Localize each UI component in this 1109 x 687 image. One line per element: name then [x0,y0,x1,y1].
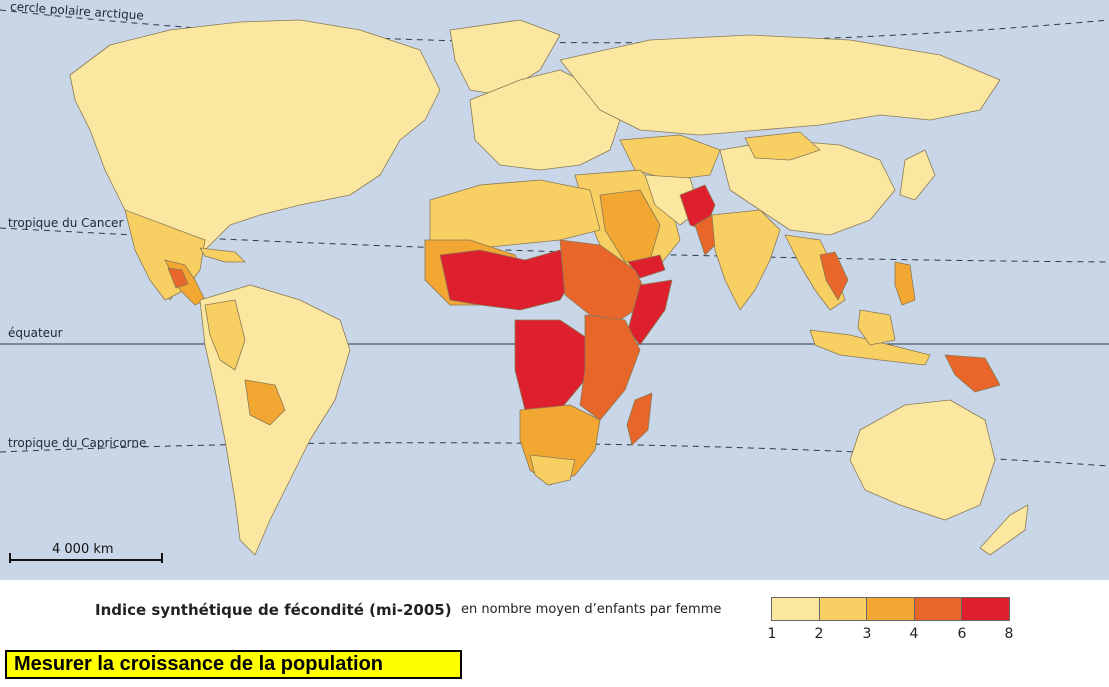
china [719,139,896,236]
russia [559,34,1001,136]
philippines [894,261,916,306]
legend-tick: 4 [909,626,919,642]
southeast-asia [784,234,846,311]
sahel-high-fertility [439,249,576,311]
map-canvas [0,9,1109,563]
somalia [627,279,673,346]
caribbean [199,247,246,263]
papua-new-guinea [944,354,1001,393]
madagascar [626,392,653,446]
new-zealand [979,504,1029,556]
caption-banner: Mesurer la croissance de la population [5,650,462,679]
scale-bar-label: 4 000 km [52,542,114,557]
legend-tick: 8 [1004,626,1014,642]
legend-swatch-3-4 [866,597,915,621]
europe [469,69,621,171]
mongolia [744,131,821,161]
guatemala-honduras [167,267,189,289]
legend-subtitle: en nombre moyen d’enfants par femme [461,602,722,617]
legend-title: Indice synthétique de fécondité (mi-2005… [95,601,452,619]
legend-tick: 6 [957,626,967,642]
tropic-cancer-label: tropique du Cancer [8,216,124,230]
south-africa [529,454,576,486]
bolivia-paraguay [244,379,286,426]
andean-countries [204,299,246,371]
legend-swatch-6-8 [961,597,1010,621]
india [711,209,781,311]
legend-swatch-1-2 [771,597,820,621]
legend-tick: 1 [767,626,777,642]
legend-color-scale [771,597,1010,623]
world-fertility-map: cercle polaire arctique tropique du Canc… [0,0,1109,580]
tropic-cancer-line [0,227,1109,263]
east-africa [579,314,641,421]
borneo-sulawesi [857,309,896,346]
legend-swatch-2-3 [818,597,868,621]
indonesia [809,329,931,366]
legend-tick: 3 [862,626,872,642]
tropic-capricorn-label: tropique du Capricorne [8,436,147,450]
japan [899,149,936,201]
australia [849,399,996,521]
central-africa [514,319,591,411]
equator-label: équateur [8,326,63,340]
legend-swatch-4-6 [913,597,963,621]
legend-tick: 2 [814,626,824,642]
laos-cambodia [819,251,849,301]
caption-text: Mesurer la croissance de la population [14,653,384,675]
